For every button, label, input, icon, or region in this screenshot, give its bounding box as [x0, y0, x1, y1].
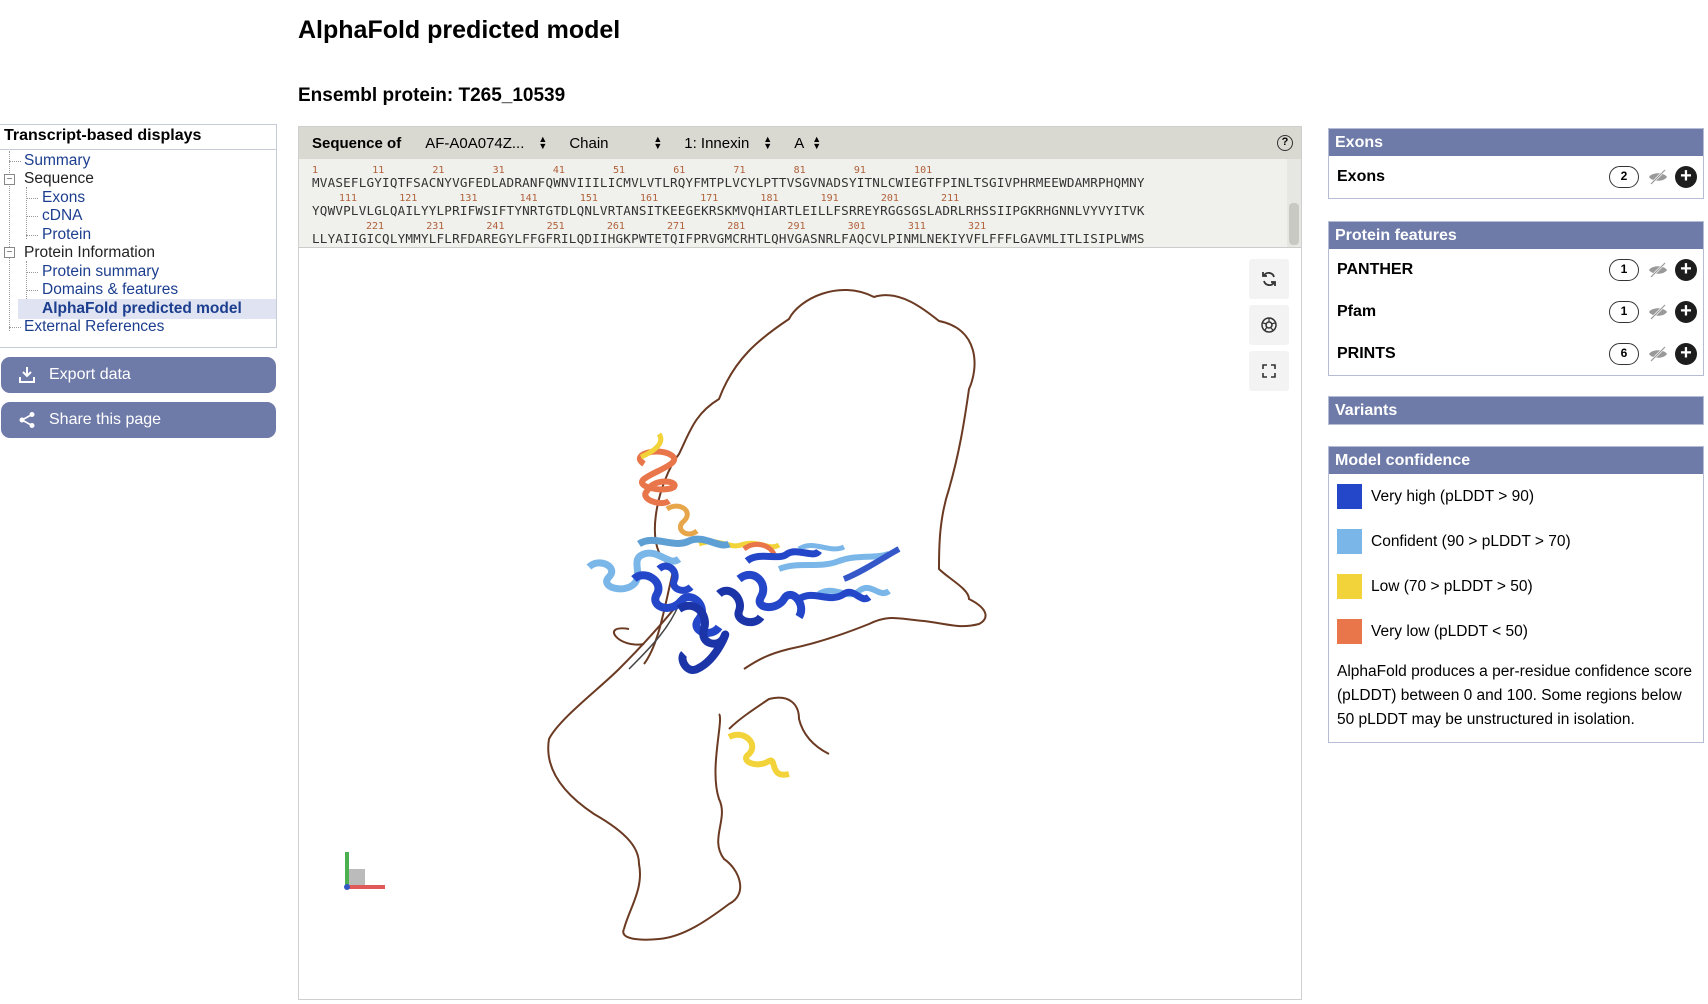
- model-confidence-note: AlphaFold produces a per-residue confide…: [1337, 663, 1692, 728]
- help-icon[interactable]: ?: [1277, 135, 1293, 151]
- exons-panel-heading: Exons: [1329, 129, 1703, 156]
- select-arrows-icon: ▲ ▼: [538, 134, 548, 151]
- track-row-exons: Exons 2 +: [1329, 156, 1703, 198]
- export-data-label: Export data: [49, 366, 131, 383]
- nav-item-exons[interactable]: Exons: [42, 189, 86, 206]
- sequence-scrollbar[interactable]: [1287, 159, 1301, 247]
- sequence-collapse-toggle[interactable]: −: [4, 174, 15, 185]
- sequence-numbers-line-3: 221 231 241 251 261 271 281 291 301 311 …: [366, 221, 987, 232]
- share-page-label: Share this page: [49, 411, 162, 428]
- select-arrows-icon: ▲ ▼: [763, 134, 773, 151]
- track-label: PRINTS: [1337, 345, 1396, 362]
- chain-id-select[interactable]: A ▲ ▼: [794, 134, 822, 152]
- add-track-icon[interactable]: +: [1675, 259, 1697, 281]
- model-confidence-heading: Model confidence: [1329, 447, 1703, 474]
- select-arrows-icon: ▲ ▼: [812, 134, 822, 151]
- alphafold-viewer: Sequence of AF-A0A074Z... ▲ ▼ Chain ▲ ▼ 1: I…: [298, 126, 1302, 1000]
- hide-eye-icon[interactable]: [1647, 303, 1669, 321]
- camera-icon[interactable]: [1249, 305, 1289, 345]
- legend-label: Very low (pLDDT < 50): [1371, 622, 1528, 640]
- nav-item-cdna[interactable]: cDNA: [42, 207, 83, 224]
- hide-eye-icon[interactable]: [1647, 345, 1669, 363]
- nav-item-protein-summary[interactable]: Protein summary: [42, 263, 160, 280]
- nav-item-protein-information[interactable]: Protein Information: [24, 244, 155, 261]
- sequence-numbers-line-2: 111 121 131 141 151 161 171 181 191 201 …: [339, 193, 960, 204]
- download-icon: [17, 365, 37, 385]
- domain-select[interactable]: 1: Innexin ▲ ▼: [684, 134, 773, 152]
- add-track-icon[interactable]: +: [1675, 166, 1697, 188]
- track-row-panther: PANTHER 1 +: [1329, 249, 1703, 291]
- page-title: AlphaFold predicted model: [298, 16, 621, 44]
- transcript-nav-tree: Transcript-based displays − − Summary Se…: [0, 124, 277, 348]
- nav-item-sequence[interactable]: Sequence: [24, 170, 94, 187]
- sequence-line-3[interactable]: LLYAIIGICQLYMMYLFLRFDAREGYLFFGFRILQDIIHG…: [312, 231, 1145, 246]
- count-badge: 1: [1609, 301, 1639, 323]
- model-confidence-panel: Model confidence Very high (pLDDT > 90) …: [1328, 446, 1704, 743]
- nav-item-domains-features[interactable]: Domains & features: [42, 281, 179, 298]
- structure-canvas[interactable]: [299, 249, 1301, 999]
- hide-eye-icon[interactable]: [1647, 261, 1669, 279]
- sequence-numbers-line-1: 1 11 21 31 41 51 61 71 81 91 101: [312, 165, 933, 176]
- legend-item: Very high (pLDDT > 90): [1329, 474, 1703, 519]
- nav-item-summary[interactable]: Summary: [24, 152, 91, 169]
- add-track-icon[interactable]: +: [1675, 343, 1697, 365]
- select-arrows-icon: ▲ ▼: [653, 134, 663, 151]
- hide-eye-icon[interactable]: [1647, 168, 1669, 186]
- nav-heading: Transcript-based displays: [0, 125, 276, 150]
- chain-select[interactable]: Chain ▲ ▼: [569, 134, 663, 152]
- legend-item: Confident (90 > pLDDT > 70): [1329, 519, 1703, 564]
- protein-subtitle: Ensembl protein: T265_10539: [298, 85, 566, 106]
- protein-info-collapse-toggle[interactable]: −: [4, 247, 15, 258]
- add-track-icon[interactable]: +: [1675, 301, 1697, 323]
- sequence-line-1[interactable]: MVASEFLGYIQTFSACNYVGFEDLADRANFQWNVIIILIC…: [312, 175, 1145, 190]
- share-icon: [17, 410, 37, 430]
- refresh-icon[interactable]: [1249, 259, 1289, 299]
- legend-label: Confident (90 > pLDDT > 70): [1371, 532, 1571, 550]
- track-label: Exons: [1337, 168, 1386, 185]
- variants-panel: Variants: [1328, 396, 1704, 425]
- legend-label: Low (70 > pLDDT > 50): [1371, 577, 1533, 595]
- exons-panel: Exons Exons 2 +: [1328, 128, 1704, 199]
- model-select[interactable]: AF-A0A074Z... ▲ ▼: [425, 134, 548, 152]
- count-badge: 6: [1609, 343, 1639, 365]
- nav-item-alphafold-model[interactable]: AlphaFold predicted model: [18, 299, 276, 319]
- legend-swatch: [1337, 574, 1362, 599]
- legend-swatch: [1337, 484, 1362, 509]
- viewer-toolbar: Sequence of AF-A0A074Z... ▲ ▼ Chain ▲ ▼ 1: I…: [299, 127, 1301, 159]
- legend-swatch: [1337, 619, 1362, 644]
- protein-features-heading: Protein features: [1329, 222, 1703, 249]
- legend-item: Low (70 > pLDDT > 50): [1329, 564, 1703, 609]
- variants-heading: Variants: [1329, 397, 1703, 424]
- legend-label: Very high (pLDDT > 90): [1371, 487, 1534, 505]
- track-label: Pfam: [1337, 303, 1377, 320]
- protein-structure-render[interactable]: [299, 249, 1301, 999]
- protein-features-panel: Protein features PANTHER 1 + Pfam 1 + PR…: [1328, 221, 1704, 376]
- sequence-of-label: Sequence of: [312, 134, 402, 152]
- track-label: PANTHER: [1337, 261, 1414, 278]
- count-badge: 2: [1609, 166, 1639, 188]
- legend-swatch: [1337, 529, 1362, 554]
- track-row-prints: PRINTS 6 +: [1329, 333, 1703, 375]
- count-badge: 1: [1609, 259, 1639, 281]
- sequence-panel[interactable]: 1 11 21 31 41 51 61 71 81 91 101 MVASEFL…: [299, 159, 1301, 248]
- track-row-pfam: Pfam 1 +: [1329, 291, 1703, 333]
- nav-item-protein[interactable]: Protein: [42, 226, 92, 243]
- fullscreen-icon[interactable]: [1249, 351, 1289, 391]
- sequence-line-2[interactable]: YQWVPLVLGLQAILYYLPRIFWSIFTYNRTGTDLQNLVRT…: [312, 203, 1145, 218]
- nav-item-external-references[interactable]: External References: [24, 318, 165, 335]
- legend-item: Very low (pLDDT < 50): [1329, 609, 1703, 654]
- export-data-button[interactable]: Export data: [1, 357, 276, 393]
- share-page-button[interactable]: Share this page: [1, 402, 276, 438]
